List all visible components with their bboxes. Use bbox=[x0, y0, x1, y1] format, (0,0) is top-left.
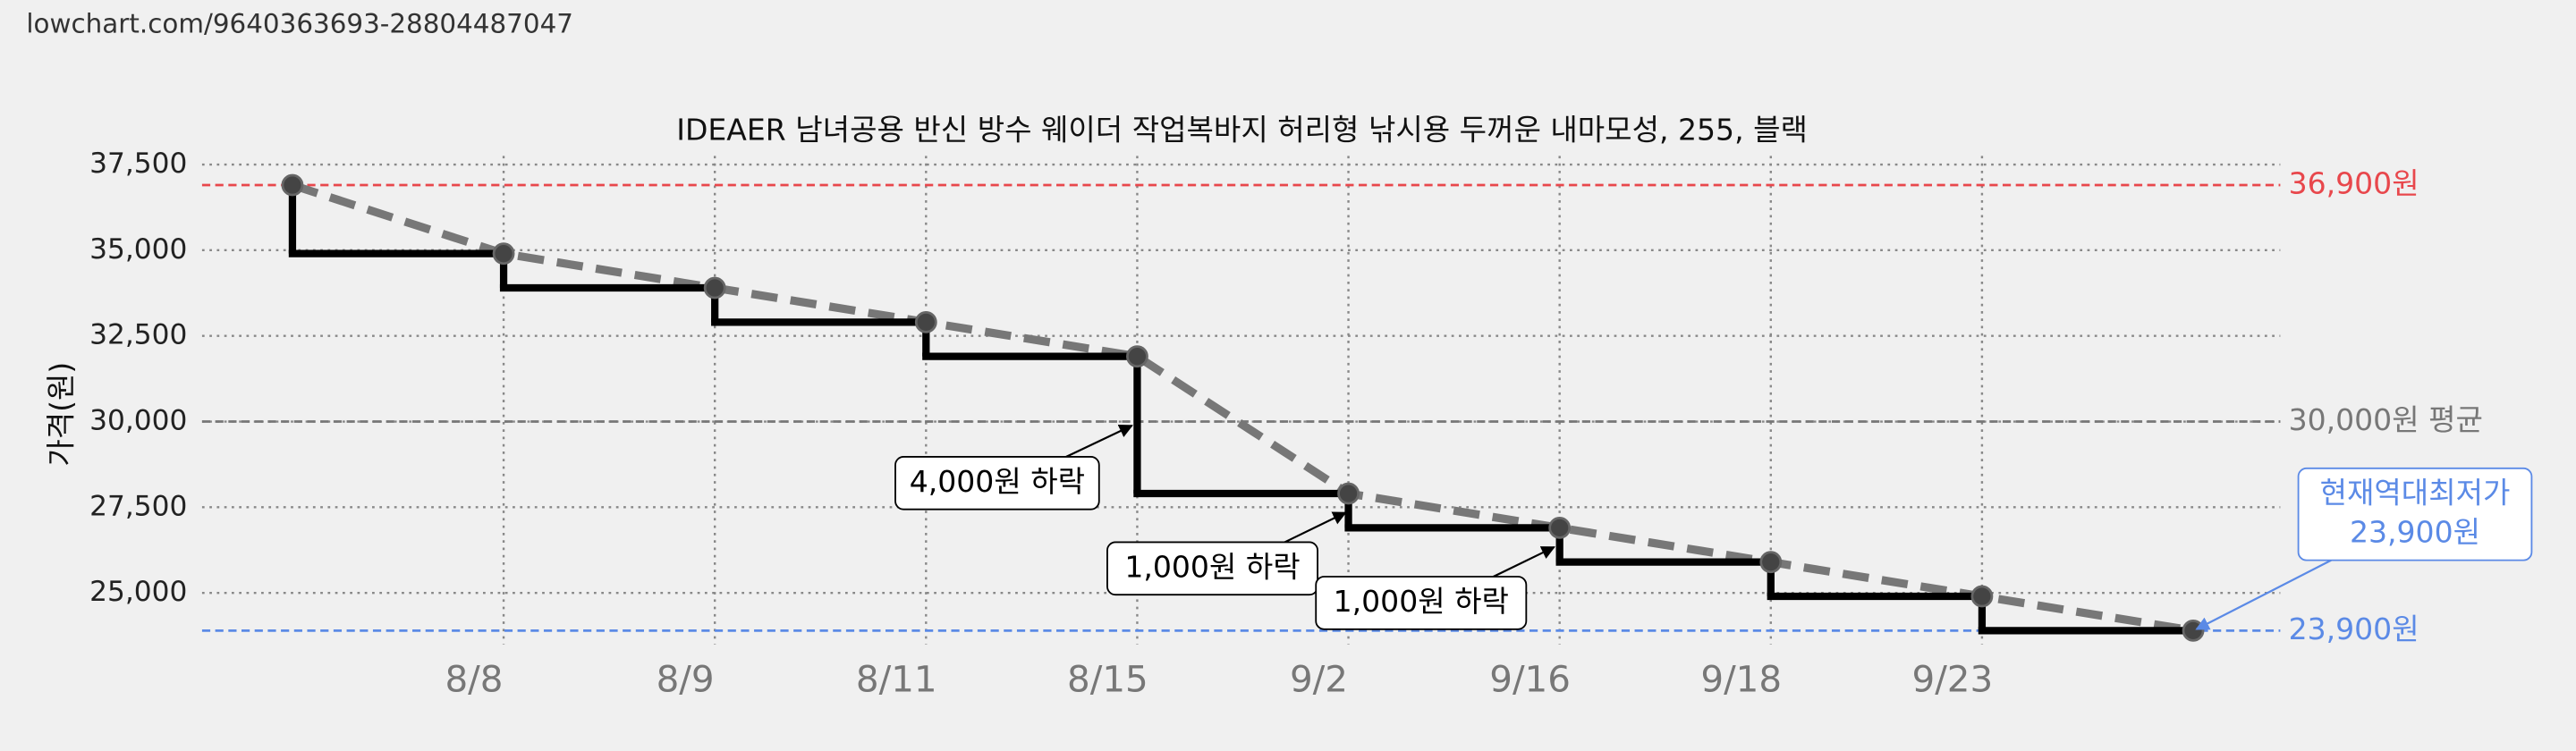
point bbox=[1337, 482, 1360, 505]
point bbox=[1759, 551, 1783, 574]
reference-label: 23,900원 bbox=[2289, 612, 2419, 646]
x-tick-label: 9/23 bbox=[1912, 658, 1994, 701]
x-tick-label: 8/8 bbox=[445, 658, 503, 701]
point bbox=[492, 242, 515, 266]
y-tick-label: 32,500 bbox=[89, 319, 187, 351]
annotation-text: 1,000원 하락 bbox=[1334, 584, 1509, 619]
y-tick-label: 35,000 bbox=[89, 233, 187, 266]
y-axis-label: 가격(원) bbox=[43, 362, 78, 467]
trend-line bbox=[291, 181, 2194, 635]
x-tick-label: 8/9 bbox=[657, 658, 715, 701]
point bbox=[1548, 516, 1572, 539]
x-tick-label: 8/11 bbox=[856, 658, 937, 701]
point bbox=[281, 173, 304, 197]
y-tick-label: 25,000 bbox=[89, 576, 187, 608]
x-tick-label: 9/2 bbox=[1290, 658, 1348, 701]
point bbox=[914, 310, 937, 333]
annotation-box bbox=[894, 455, 1100, 511]
url: lowchart.com/9640363693-28804487047 bbox=[26, 8, 573, 38]
point bbox=[703, 276, 726, 300]
x-tick-label: 8/15 bbox=[1067, 658, 1148, 701]
x-tick-label: 9/16 bbox=[1489, 658, 1571, 701]
y-tick-label: 37,500 bbox=[89, 148, 187, 180]
annotation-arrow bbox=[1284, 511, 1347, 544]
annotation-arrow bbox=[2195, 559, 2332, 630]
point bbox=[1970, 585, 1994, 608]
annotation-text: 23,900원 bbox=[2350, 515, 2480, 550]
annotation-arrow bbox=[1493, 545, 1555, 578]
annotation-box bbox=[2297, 467, 2533, 561]
annotation-box bbox=[1106, 541, 1318, 596]
annotation-text: 1,000원 하락 bbox=[1124, 549, 1300, 584]
annotation-text: 4,000원 하락 bbox=[910, 464, 1085, 499]
point bbox=[1126, 345, 1148, 368]
reference-label: 30,000원 평균 bbox=[2289, 402, 2483, 437]
reference-label: 36,900원 bbox=[2289, 166, 2419, 201]
x-tick-label: 9/18 bbox=[1700, 658, 1782, 701]
y-tick-label: 27,500 bbox=[89, 490, 187, 522]
point bbox=[2182, 619, 2205, 642]
annotation-text: 현재역대최저가 bbox=[2320, 476, 2511, 511]
chart-title: IDEAER 남녀공용 반신 방수 웨이더 작업복바지 허리형 낚시용 두꺼운 … bbox=[676, 113, 1808, 148]
annotation-arrow bbox=[1065, 425, 1133, 458]
annotation-box bbox=[1315, 576, 1528, 630]
y-tick-label: 30,000 bbox=[89, 405, 187, 437]
